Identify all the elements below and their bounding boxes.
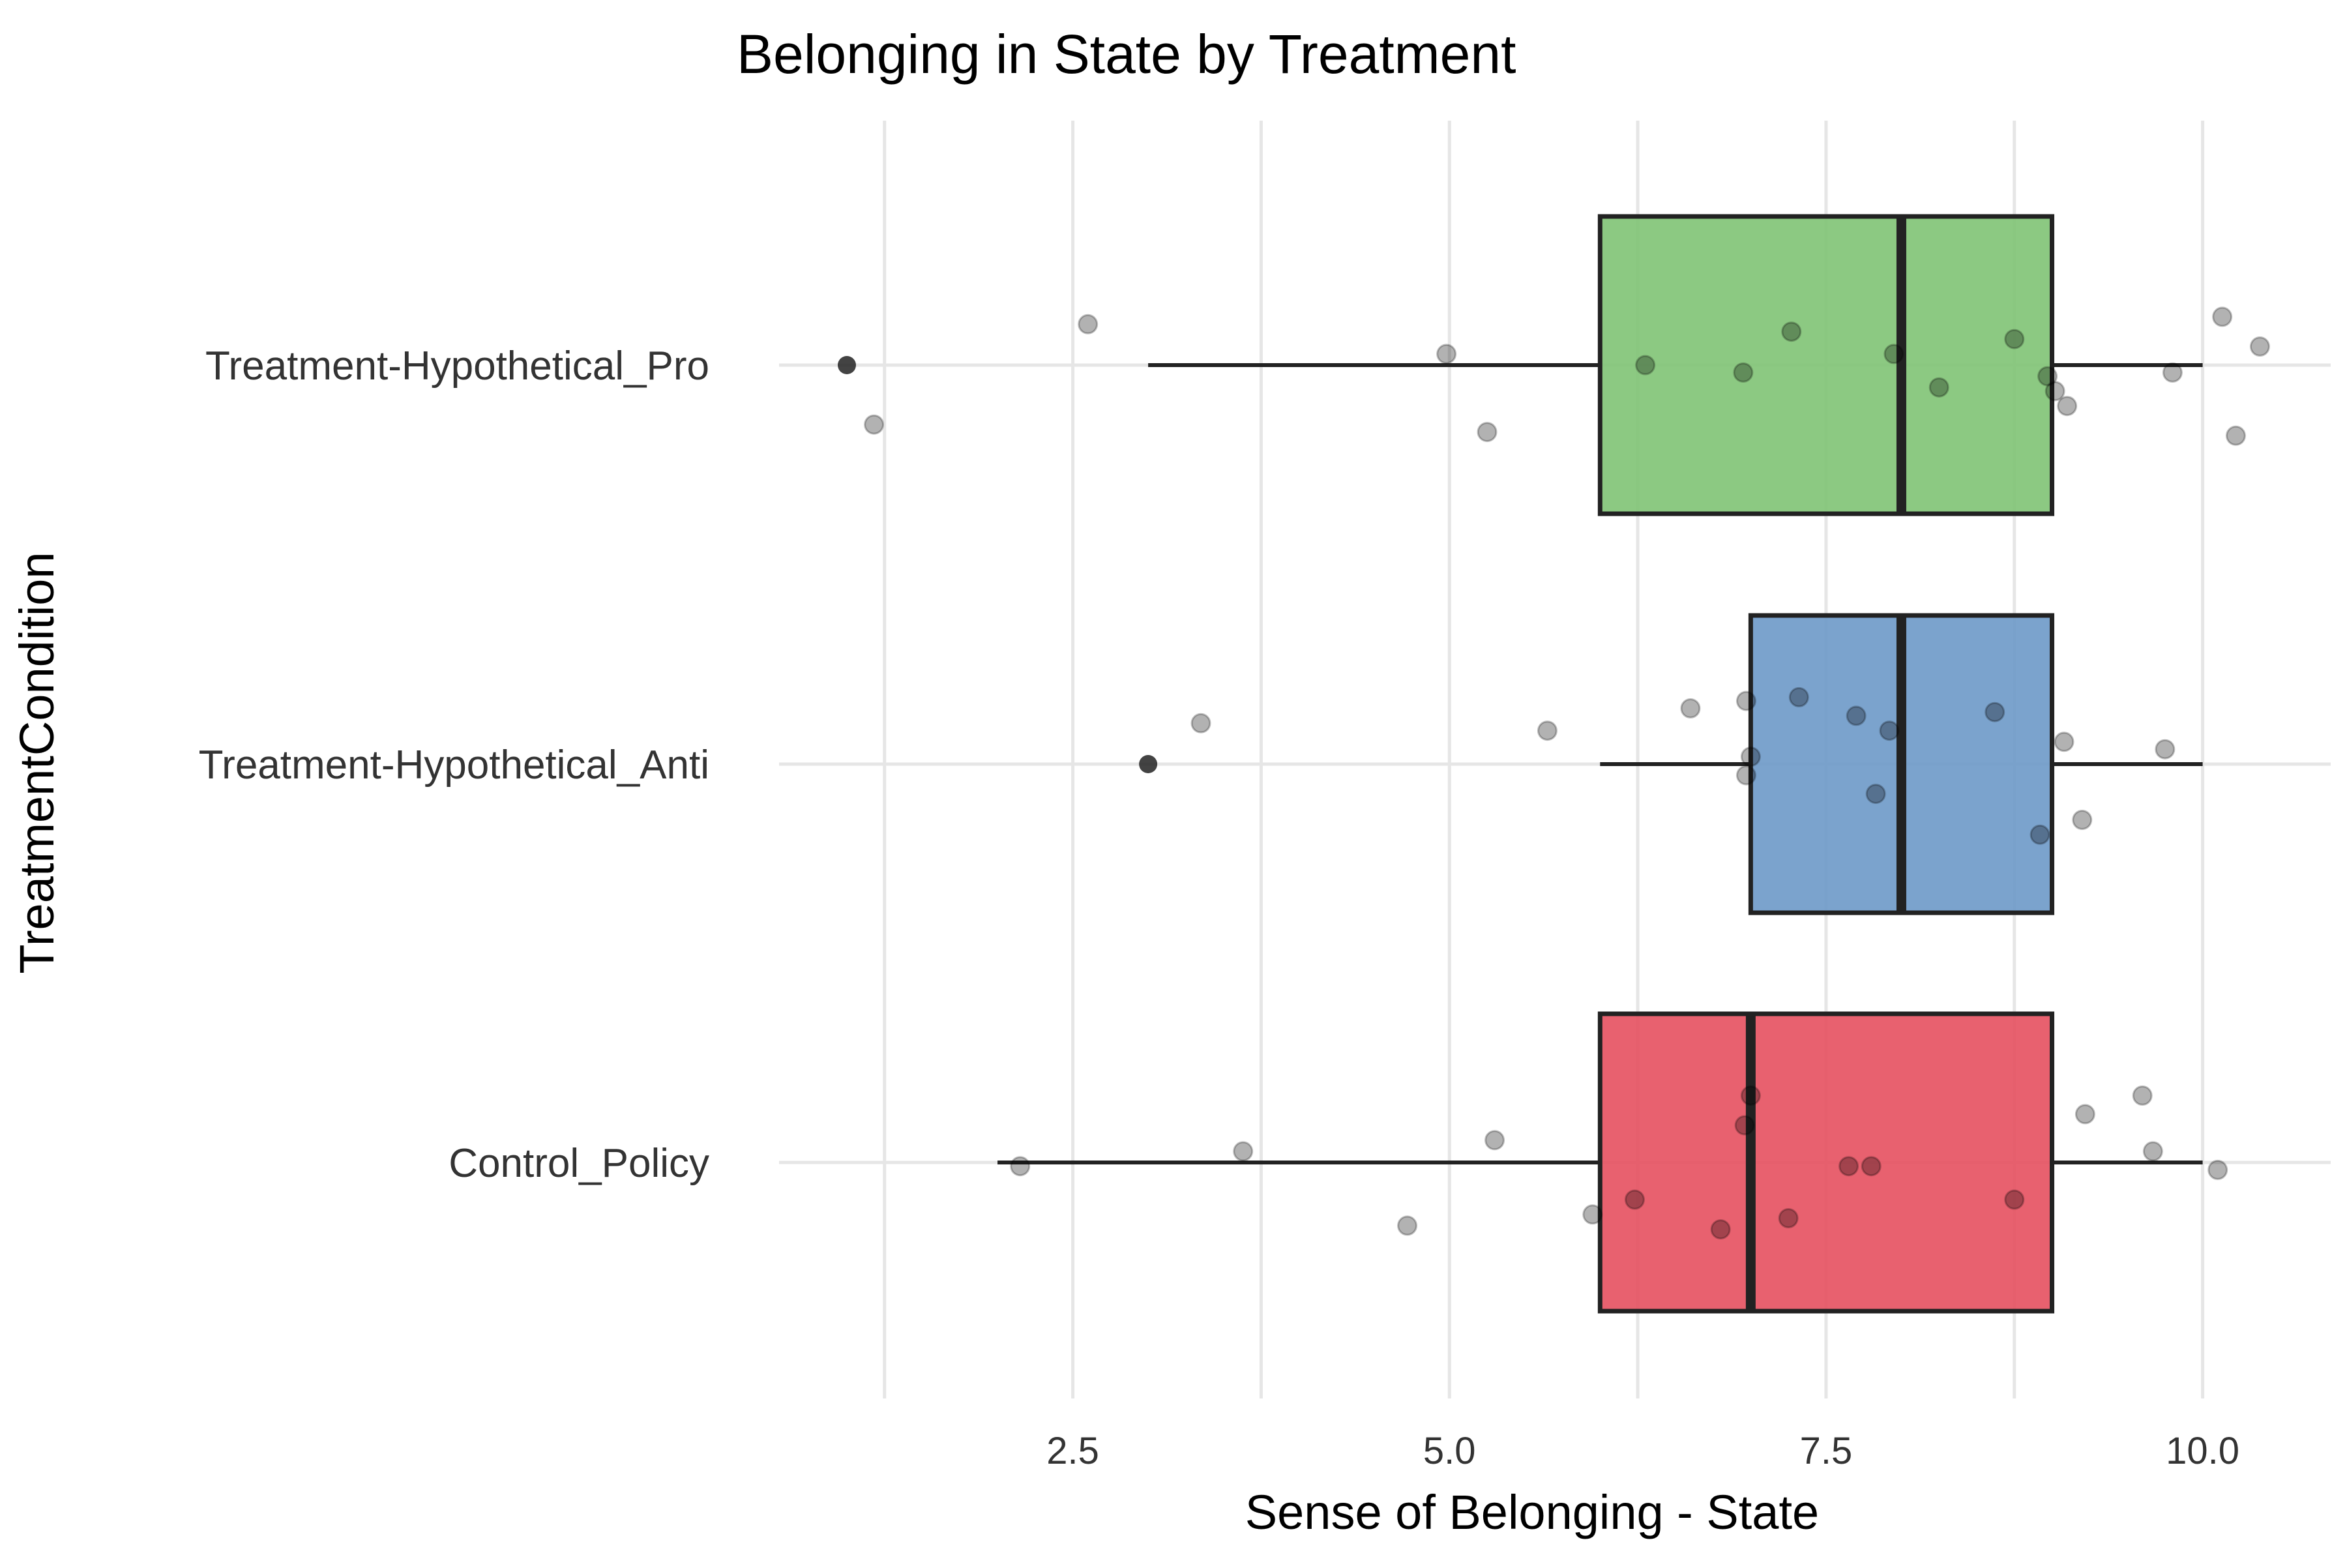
data-point [1781, 321, 1802, 342]
data-point [1190, 713, 1211, 733]
y-axis-tick-labels: Treatment-Hypothetical_Pro Treatment-Hypo… [199, 344, 709, 1186]
data-point [2249, 336, 2270, 357]
data-point [1865, 784, 1886, 805]
data-point [2057, 396, 2078, 417]
data-point [1735, 690, 1756, 711]
y-tick-label: Treatment-Hypothetical_Pro [205, 344, 709, 389]
box-group [1139, 613, 2203, 915]
jitter-points [864, 306, 2270, 1240]
x-tick-label: 2.5 [1046, 1430, 1099, 1472]
data-point [2207, 1159, 2228, 1180]
data-point [1436, 344, 1457, 364]
box-group [837, 214, 2203, 516]
data-point [1883, 344, 1904, 364]
data-point [1680, 698, 1701, 718]
data-point [2155, 739, 2176, 760]
box-group [997, 1011, 2203, 1314]
data-point [1846, 705, 1867, 726]
data-point [1788, 687, 1809, 707]
data-point [1710, 1219, 1731, 1240]
boxes [837, 214, 2203, 1314]
y-tick-label: Control_Policy [449, 1141, 709, 1186]
data-point [1078, 314, 1099, 334]
data-point [1635, 355, 1656, 376]
x-tick-label: 5.0 [1423, 1430, 1476, 1472]
data-point [1233, 1141, 1254, 1162]
data-point [2142, 1141, 2163, 1162]
x-tick-label: 7.5 [1800, 1430, 1853, 1472]
outlier-point [837, 356, 856, 374]
data-point [2004, 1189, 2025, 1210]
data-point [1484, 1130, 1505, 1151]
y-tick-label: Treatment-Hypothetical_Anti [199, 743, 709, 788]
data-point [1879, 720, 1900, 741]
data-point [2162, 362, 2183, 383]
data-point [1740, 747, 1761, 767]
box [1597, 1011, 2055, 1314]
x-axis-label: Sense of Belonging - State [1245, 1485, 1819, 1539]
data-point [1537, 720, 1557, 741]
data-point [1734, 1115, 1755, 1136]
data-point [1861, 1156, 1882, 1177]
data-point [2037, 366, 2058, 387]
x-axis-tick-labels: 2.5 5.0 7.5 10.0 [1046, 1430, 2239, 1472]
data-point [2054, 732, 2074, 752]
data-point [2072, 810, 2093, 830]
outlier-point [1139, 755, 1158, 773]
chart-title: Belonging in State by Treatment [737, 23, 1516, 85]
data-point [2004, 329, 2025, 349]
data-point [2225, 425, 2246, 446]
data-point [1582, 1204, 1603, 1225]
data-point [1624, 1189, 1645, 1210]
data-point [1733, 362, 1754, 383]
box [1597, 214, 2055, 516]
data-point [1778, 1208, 1799, 1228]
data-point [2030, 824, 2050, 845]
data-point [1010, 1156, 1031, 1177]
data-point [2132, 1085, 2153, 1106]
data-point [2044, 381, 2065, 402]
data-point [1740, 1085, 1761, 1106]
data-point [1838, 1156, 1859, 1177]
data-point [2212, 306, 2233, 327]
y-axis-label: TreatmentCondition [10, 552, 64, 973]
data-point [1477, 422, 1498, 443]
data-point [2074, 1104, 2095, 1125]
data-point [1735, 765, 1756, 786]
x-tick-label: 10.0 [2166, 1430, 2239, 1472]
data-point [1985, 702, 2005, 722]
data-point [1928, 377, 1949, 398]
data-point [864, 414, 885, 435]
data-point [1397, 1215, 1418, 1236]
